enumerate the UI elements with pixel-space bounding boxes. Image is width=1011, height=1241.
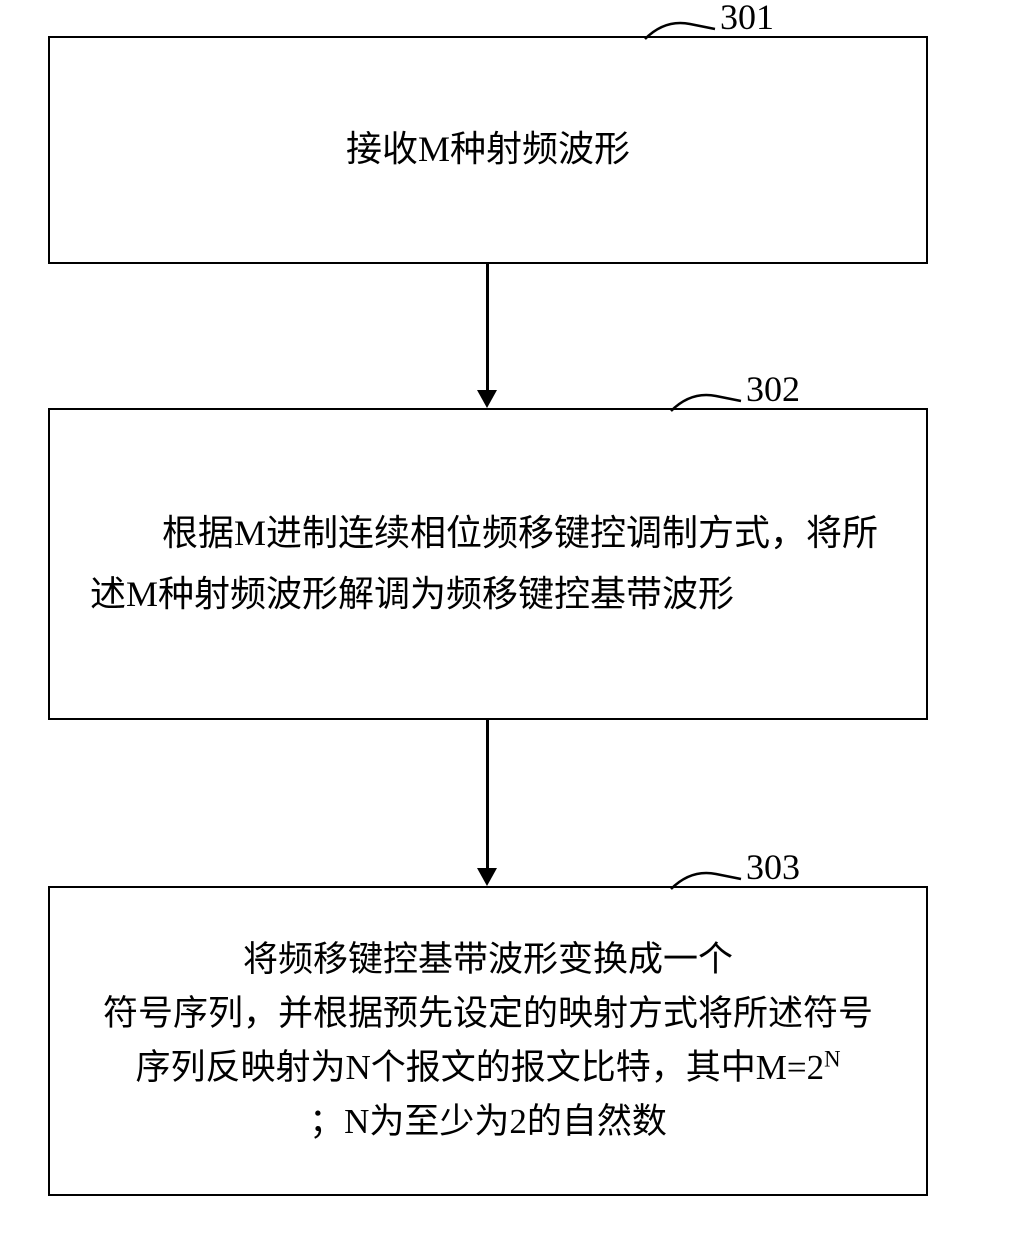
label-curve-3 (666, 864, 746, 894)
label-curve-1 (640, 14, 720, 44)
box-2-text: 根据M进制连续相位频移键控调制方式，将所述M种射频波形解调为频移键控基带波形 (90, 503, 886, 625)
arrow-2-line (486, 720, 489, 868)
box-1-text: 接收M种射频波形 (90, 119, 886, 180)
flowchart-box-1: 接收M种射频波形 (48, 36, 928, 264)
label-curve-2 (666, 386, 746, 416)
flowchart-box-2: 根据M进制连续相位频移键控调制方式，将所述M种射频波形解调为频移键控基带波形 (48, 408, 928, 720)
flowchart-container: 接收M种射频波形 301 根据M进制连续相位频移键控调制方式，将所述M种射频波形… (0, 0, 1011, 1241)
arrow-2-head (477, 868, 497, 886)
box-1-label: 301 (720, 0, 774, 38)
box-2-label: 302 (746, 368, 800, 410)
box-3-text: 将频移键控基带波形变换成一个符号序列，并根据预先设定的映射方式将所述符号序列反映… (90, 933, 886, 1150)
box-3-label: 303 (746, 846, 800, 888)
arrow-1-head (477, 390, 497, 408)
flowchart-box-3: 将频移键控基带波形变换成一个符号序列，并根据预先设定的映射方式将所述符号序列反映… (48, 886, 928, 1196)
arrow-1-line (486, 264, 489, 390)
